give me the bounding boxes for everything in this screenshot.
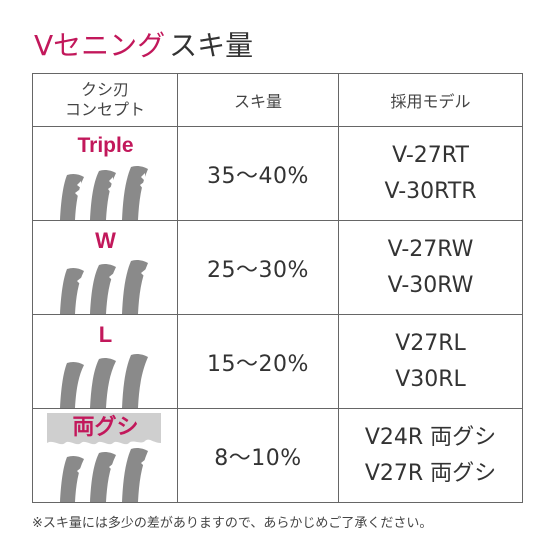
models-cell: V24R 両グシ V27R 両グシ — [338, 408, 523, 503]
amount-cell: 8〜10% — [177, 408, 339, 503]
title-rest: スキ量 — [169, 29, 254, 62]
table-row: 両グシ 8〜10% V24R 両グシ V27R 両グシ — [32, 408, 523, 503]
model-name: V-27RT — [392, 142, 469, 168]
model-name: V-30RTR — [384, 178, 477, 204]
table-header-row: クシ刃 コンセプト スキ量 採用モデル — [32, 73, 523, 127]
concept-cell: L — [32, 314, 178, 409]
amount-cell: 15〜20% — [177, 314, 339, 409]
concept-label: W — [95, 228, 116, 253]
comb-teeth-w-icon — [60, 259, 148, 314]
models-cell: V-27RT V-30RTR — [338, 126, 523, 221]
header-models: 採用モデル — [338, 73, 523, 127]
spec-table: クシ刃 コンセプト スキ量 採用モデル — [32, 73, 523, 503]
comb-teeth-triple-icon — [60, 165, 148, 220]
footnote: ※スキ量には多少の差がありますので、あらかじめご了承ください。 — [32, 516, 433, 531]
concept-label: L — [98, 322, 113, 347]
model-name: V27R 両グシ — [364, 460, 497, 486]
table-row: Triple 35〜40% V-27RT V-30RTR — [32, 126, 523, 221]
model-name: V-27RW — [387, 236, 474, 262]
header-concept: クシ刃 コンセプト — [32, 73, 178, 127]
table-row: W 25〜30% V-27RW V-30RW — [32, 220, 523, 315]
comb-backing-shape — [47, 413, 161, 445]
page-title: Vセニング スキ量 — [34, 26, 253, 66]
concept-label: Triple — [77, 134, 134, 157]
table-row: L 15〜20% V27RL V30RL — [32, 314, 523, 409]
comb-teeth-l-icon — [60, 353, 148, 408]
amount-cell: 25〜30% — [177, 220, 339, 315]
title-accent: Vセニング — [34, 29, 166, 62]
header-concept-line1: クシ刃 — [80, 80, 129, 99]
model-name: V30RL — [395, 366, 466, 392]
header-amount: スキ量 — [177, 73, 339, 127]
concept-cell: Triple — [32, 126, 178, 221]
model-name: V-30RW — [387, 272, 474, 298]
concept-cell: W — [32, 220, 178, 315]
models-cell: V27RL V30RL — [338, 314, 523, 409]
comb-teeth-double-icon — [47, 413, 161, 502]
models-cell: V-27RW V-30RW — [338, 220, 523, 315]
model-name: V24R 両グシ — [364, 424, 497, 450]
concept-cell: 両グシ — [32, 408, 178, 503]
model-name: V27RL — [395, 330, 466, 356]
concept-label: 両グシ — [72, 414, 139, 439]
amount-cell: 35〜40% — [177, 126, 339, 221]
header-concept-line2: コンセプト — [64, 100, 145, 119]
